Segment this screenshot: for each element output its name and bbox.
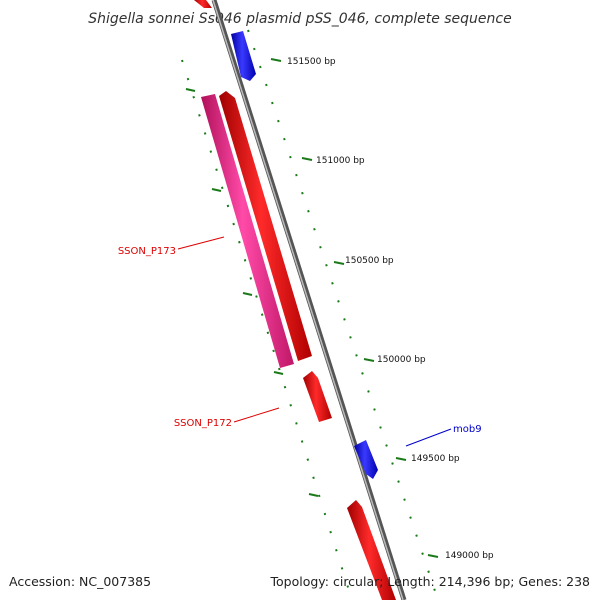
map-title: Shigella sonnei Ss046 plasmid pSS_046, c… (88, 11, 511, 27)
tick-label: 151000 bp (316, 156, 365, 166)
sequence-backbone (211, 0, 407, 600)
sequence-summary: Topology: circular; Length: 214,396 bp; … (270, 574, 591, 589)
gene-sson-p173 (201, 94, 294, 368)
accession-text: Accession: NC_007385 (9, 574, 151, 589)
gene-mob9 (354, 440, 378, 479)
label-mob9: mob9 (405, 424, 482, 447)
tick-label: 149000 bp (445, 551, 494, 561)
ruler-tick-151000: 151000 bp (301, 156, 365, 166)
tick-label: 150500 bp (345, 256, 394, 266)
label-sson-p173: SSON_P173 (118, 236, 225, 257)
gene-red-bottom (347, 500, 396, 600)
ruler-tick-151500: 151500 bp (270, 57, 336, 67)
ruler-inner (181, 59, 353, 600)
gene-label: SSON_P172 (174, 418, 232, 429)
ruler-tick-150500: 150500 bp (333, 256, 394, 266)
ruler-tick-149500: 149500 bp (395, 454, 460, 464)
tick-label: 150000 bp (377, 355, 426, 365)
tick-label: 151500 bp (287, 57, 336, 67)
inner-major-ticks (185, 88, 319, 497)
gene-red-long (219, 91, 312, 361)
gene-red-top (194, 0, 212, 8)
gene-label: mob9 (453, 424, 482, 435)
tick-label: 149500 bp (411, 454, 460, 464)
gene-blue-top (231, 31, 256, 81)
ruler-tick-149000: 149000 bp (427, 551, 494, 561)
gene-sson-p172 (303, 371, 332, 422)
ruler-tick-150000: 150000 bp (363, 355, 426, 365)
label-sson-p172: SSON_P172 (174, 407, 280, 429)
gene-label: SSON_P173 (118, 246, 176, 257)
